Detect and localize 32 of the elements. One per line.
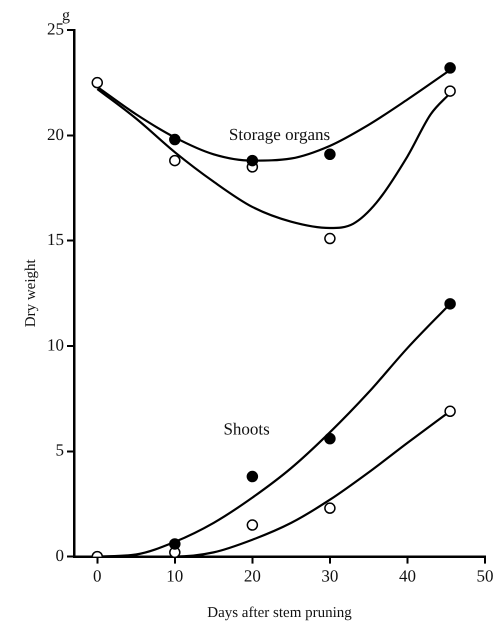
- x-axis-title: Days after stem pruning: [207, 604, 352, 621]
- point: [169, 134, 181, 146]
- point: [444, 62, 456, 74]
- point: [444, 85, 456, 97]
- text: g: [62, 7, 70, 24]
- point: [92, 76, 104, 88]
- x-tick-label: 20: [244, 566, 261, 586]
- point: [324, 232, 336, 244]
- point: [246, 519, 258, 531]
- x-tick-label: 50: [476, 566, 494, 586]
- point: [444, 298, 456, 310]
- y-tick-label: 10: [47, 335, 64, 354]
- point: [246, 470, 258, 482]
- point: [324, 432, 336, 444]
- point: [169, 154, 181, 166]
- point: [169, 538, 181, 550]
- point: [246, 154, 258, 166]
- y-tick-label: 20: [47, 124, 64, 144]
- annotation: Shoots: [223, 420, 270, 439]
- x-tick-label: 30: [321, 566, 338, 586]
- x-tick-label: 40: [398, 566, 416, 586]
- y-axis-title: Dry weight: [22, 258, 39, 328]
- y-tick-label: 5: [56, 440, 64, 460]
- point: [444, 406, 456, 418]
- y-tick-label: 15: [47, 230, 64, 250]
- y-tick-label: 0: [56, 546, 64, 566]
- x-tick-label: 0: [93, 566, 102, 586]
- annotation: Storage organs: [228, 124, 330, 144]
- y-tick-label: 25: [47, 19, 64, 38]
- x-tick-label: 10: [166, 566, 184, 586]
- point: [324, 148, 336, 160]
- point: [324, 502, 336, 514]
